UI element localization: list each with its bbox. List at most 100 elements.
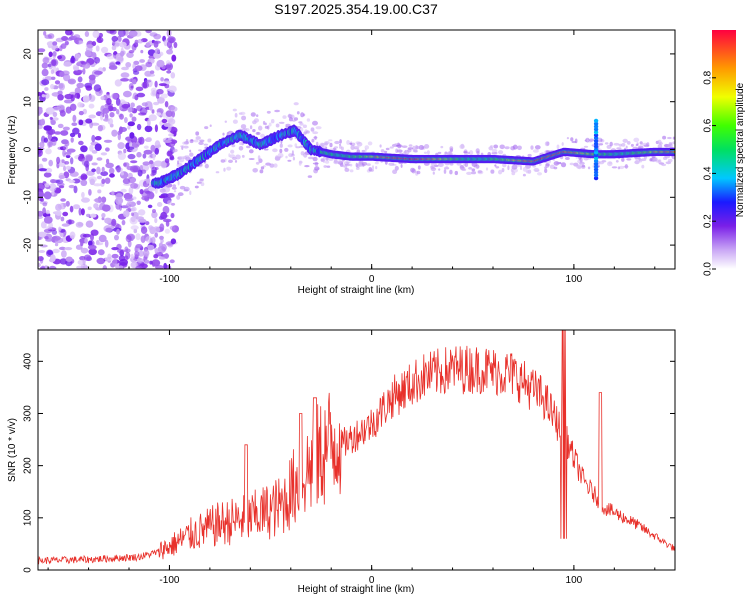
spectrogram-cell bbox=[195, 131, 199, 135]
spectrogram-cell bbox=[390, 146, 394, 148]
spectrogram-cell bbox=[62, 159, 65, 163]
spectrogram-cell bbox=[149, 114, 157, 121]
spectrogram-cell bbox=[395, 143, 399, 145]
spectrogram-cell bbox=[329, 143, 332, 148]
spectrogram-cell bbox=[66, 107, 72, 114]
spectrogram-cell bbox=[289, 117, 293, 121]
spectrogram-cell bbox=[44, 93, 49, 99]
y-tick-label: 400 bbox=[23, 353, 34, 370]
spectrogram-cell bbox=[274, 110, 280, 113]
spectrogram-cell bbox=[134, 251, 139, 258]
spectrogram-cell bbox=[350, 169, 354, 172]
spectrogram-cell bbox=[388, 163, 394, 166]
spectrogram-cell bbox=[61, 36, 68, 41]
spectrogram-cell bbox=[123, 91, 132, 98]
spectrogram-cell bbox=[463, 151, 467, 153]
spectrogram-cell bbox=[119, 259, 128, 266]
spectrogram-cell bbox=[205, 164, 209, 169]
spectrogram-cell bbox=[488, 146, 493, 150]
colorbar-tick-label: 0.2 bbox=[703, 214, 714, 228]
spectrogram-cell bbox=[80, 145, 88, 152]
spectrogram-cell bbox=[155, 81, 158, 88]
spectrogram-cell bbox=[44, 172, 52, 177]
spectrogram-cell bbox=[121, 72, 130, 78]
spectrogram-cell bbox=[461, 168, 466, 170]
spectrogram-cell bbox=[196, 136, 201, 140]
spectrogram-cell bbox=[164, 253, 169, 259]
spectrogram-cell bbox=[661, 164, 666, 166]
spectrogram-cell bbox=[408, 147, 414, 150]
spectrogram-cell bbox=[44, 191, 52, 199]
spectrogram-cell bbox=[367, 163, 371, 166]
spectrogram-cell bbox=[634, 160, 639, 164]
spectrogram-cell bbox=[173, 149, 178, 153]
spectrogram-cell bbox=[239, 146, 244, 151]
spectrogram-cell bbox=[141, 226, 147, 234]
spectrogram-cell bbox=[276, 124, 280, 128]
spectrogram-cell bbox=[124, 117, 128, 123]
spectrogram-cell bbox=[279, 149, 282, 153]
spectrogram-cell bbox=[570, 137, 573, 141]
spectrogram-cell bbox=[415, 145, 418, 150]
spectrogram-cell bbox=[84, 238, 88, 244]
spectrogram-cell bbox=[138, 209, 145, 215]
spectrogram-cell bbox=[241, 116, 246, 121]
spectrogram-cell bbox=[449, 170, 452, 175]
spectrogram-cell bbox=[63, 203, 66, 207]
spectrogram-cell bbox=[159, 223, 164, 231]
spectrogram-cell bbox=[132, 142, 137, 147]
spectrogram-cell bbox=[109, 112, 114, 117]
spectrogram-cell bbox=[285, 156, 287, 159]
spectrogram-cell bbox=[279, 122, 285, 124]
spectrogram-cell bbox=[159, 195, 166, 198]
spectrogram-cell bbox=[138, 137, 143, 143]
spectrogram-cell bbox=[223, 168, 225, 172]
spectrogram-cell bbox=[101, 179, 105, 184]
spectrogram-cell bbox=[62, 150, 66, 157]
spectrogram-cell bbox=[362, 162, 368, 166]
spectrogram-cell bbox=[159, 236, 164, 240]
spectrogram-cell bbox=[57, 183, 65, 187]
spectrogram-cell bbox=[44, 216, 53, 224]
spectrogram-cell bbox=[88, 207, 92, 211]
spectrogram-cell bbox=[128, 147, 134, 150]
spectrogram-cell bbox=[195, 186, 199, 189]
spectrogram-cell bbox=[327, 166, 331, 168]
spectrogram-cell bbox=[68, 180, 75, 183]
spectrogram-cell bbox=[306, 130, 310, 133]
spectrogram-cell bbox=[346, 140, 350, 145]
spectrogram-cell bbox=[78, 141, 84, 145]
spectrogram-cell bbox=[36, 125, 43, 129]
spectrogram-cell bbox=[80, 241, 83, 246]
spectrogram-cell bbox=[468, 167, 472, 170]
spectrogram-cell bbox=[51, 69, 54, 74]
spectrogram-cell bbox=[123, 210, 130, 217]
spectrogram-cell bbox=[81, 197, 90, 202]
spectrogram-cell bbox=[163, 206, 170, 214]
spectrogram-cell bbox=[66, 257, 73, 262]
spectrogram-cell bbox=[131, 207, 136, 212]
spectrogram-cell bbox=[662, 136, 666, 140]
spectrogram-cell bbox=[38, 250, 45, 253]
spectrogram-cell bbox=[537, 172, 542, 175]
spectrogram-cell bbox=[610, 142, 613, 147]
spectrogram-cell bbox=[535, 170, 540, 172]
spectrogram-cell bbox=[88, 115, 96, 119]
spectrogram-cell bbox=[160, 189, 166, 193]
spectrogram-cell bbox=[95, 198, 104, 204]
spectrogram-cell bbox=[143, 161, 151, 165]
spectrogram-cell bbox=[151, 167, 157, 174]
spectrogram-cell bbox=[98, 249, 105, 255]
spectrogram-cell bbox=[93, 30, 100, 38]
top-x-axis-label: Height of straight line (km) bbox=[298, 285, 415, 296]
spectrogram-cell bbox=[177, 160, 179, 164]
spectrogram-cell bbox=[151, 237, 155, 244]
spectrogram-cell bbox=[117, 142, 124, 149]
spectrogram-cell bbox=[52, 117, 58, 120]
spectrogram-cell bbox=[106, 159, 109, 164]
spectrogram-cell bbox=[94, 57, 100, 64]
spectrogram-cell bbox=[45, 236, 49, 239]
spectrogram-cell bbox=[105, 163, 114, 169]
top-y-axis-label: Frequency (Hz) bbox=[7, 116, 18, 185]
spectrogram-cell bbox=[116, 165, 121, 173]
